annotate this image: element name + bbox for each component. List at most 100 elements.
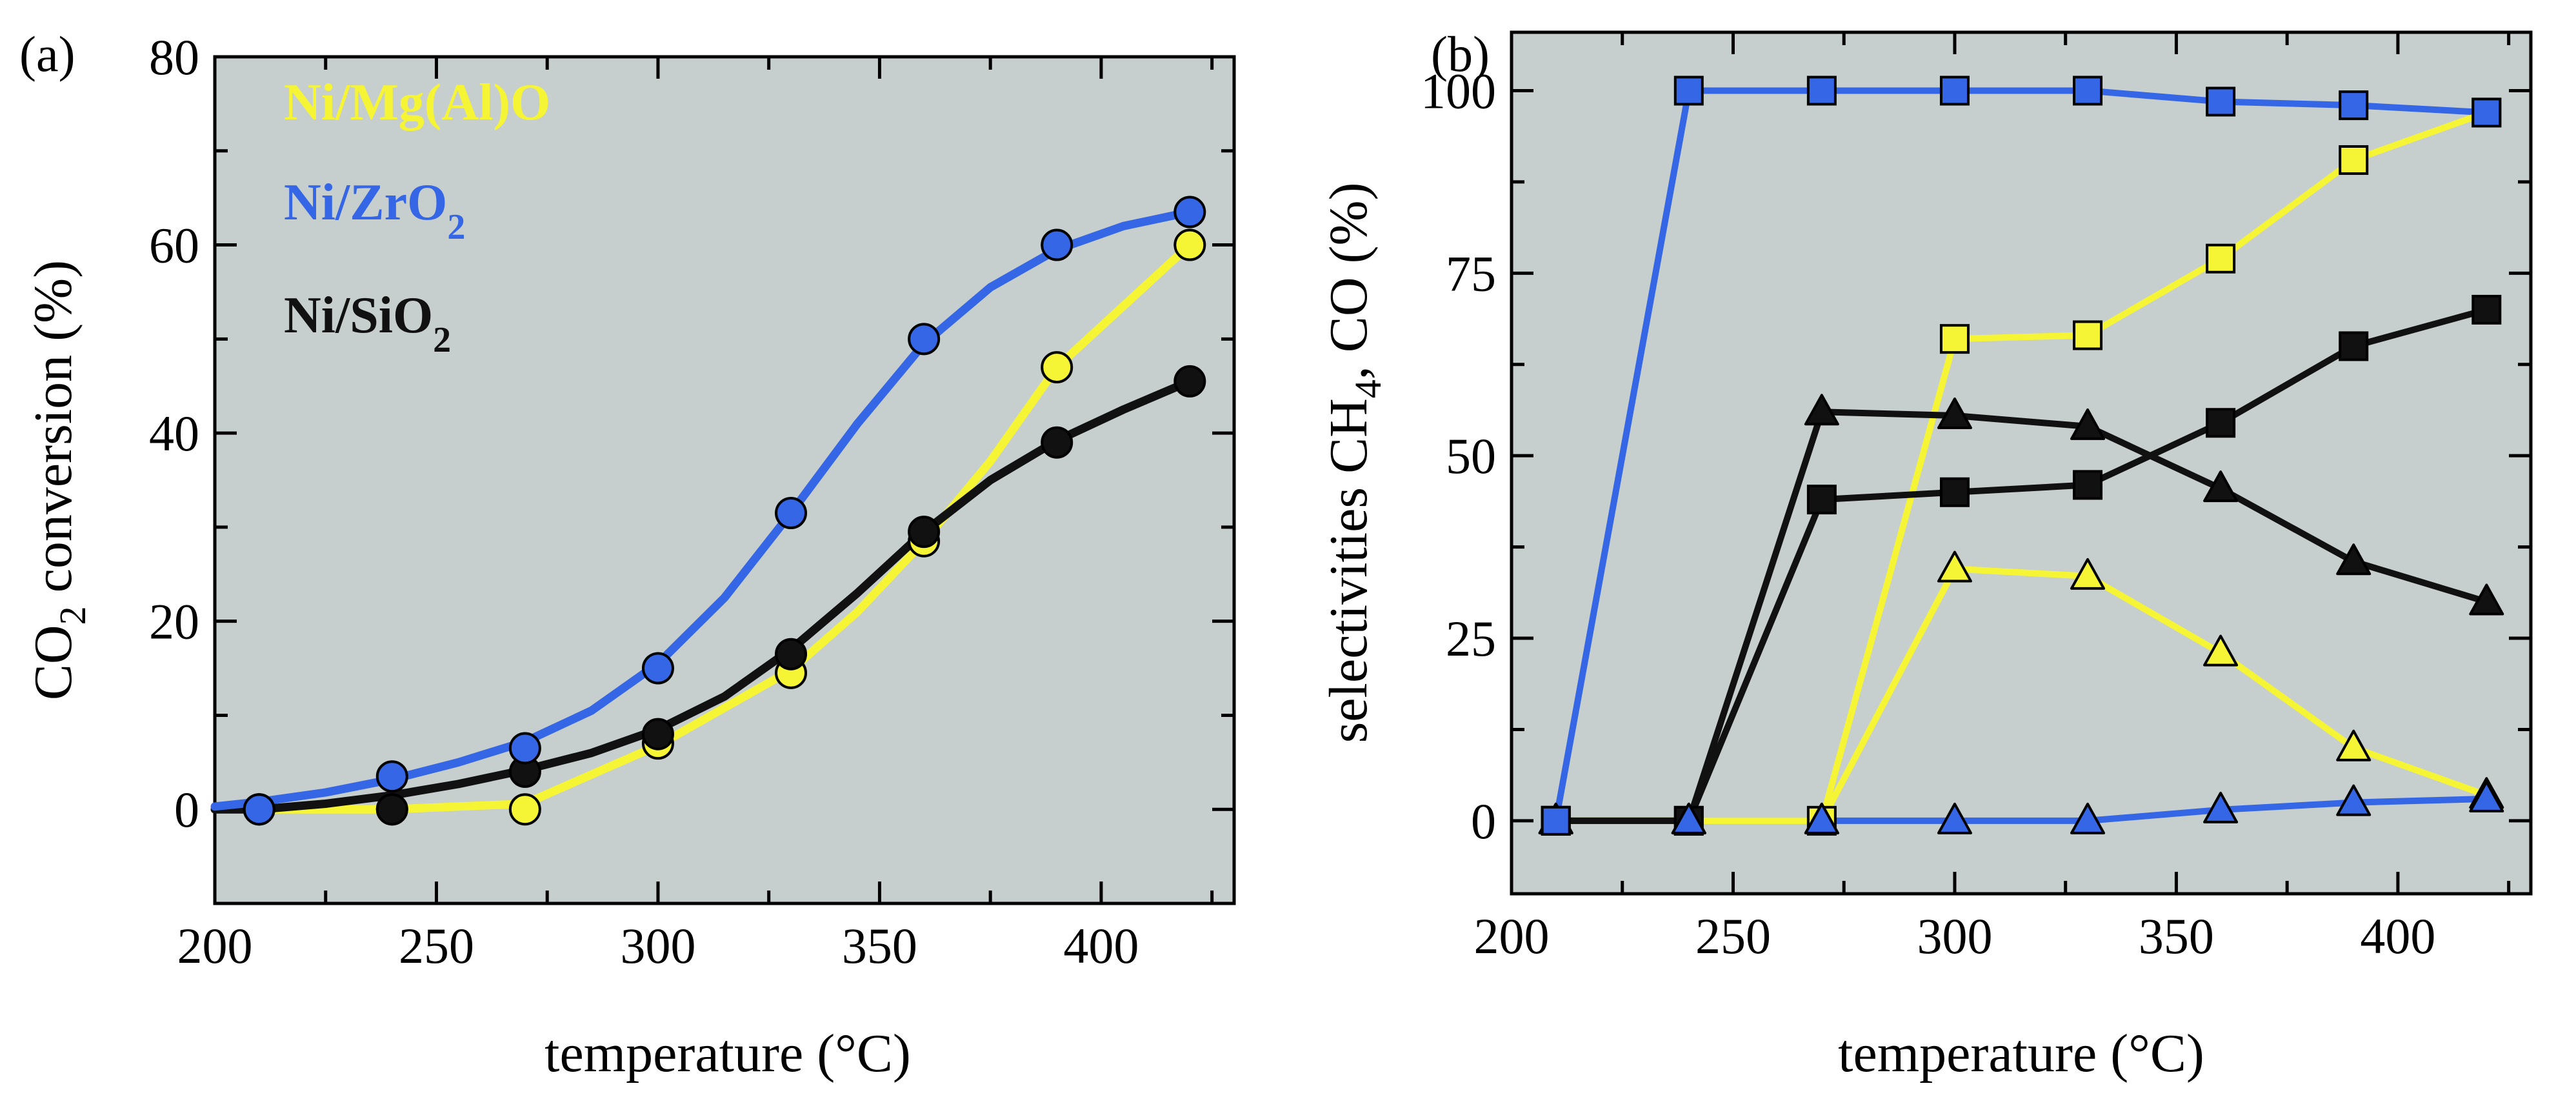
y-tick-label-b: 100 [1421,63,1496,119]
line-b-Ni/SiO2 CO [1555,408,2488,824]
marker-a-Ni/SiO2 [908,516,941,549]
marker-b-Ni/Mg(Al)O CH4 [1939,324,1970,354]
curve-a-Ni/ZrO2 [210,208,1194,811]
legend-entry-sio2: Ni/SiO2 [284,287,451,360]
legend-entry-zro2-subscript: 2 [447,207,465,247]
y-tick-label-a: 60 [149,217,199,274]
marker-b-Ni/ZrO2 CH4 [1939,76,1970,106]
marker-a-Ni/SiO2 [1041,426,1073,459]
tick-labels-a: 200 250 300 350 400 0 20 40 60 80 [149,29,1139,974]
line-b-Ni/SiO2 CH4 [1555,307,2488,824]
marker-b-Ni/ZrO2 CH4 [2206,86,2236,117]
marker-b-Ni/Mg(Al)O CH4 [2339,145,2369,175]
panel-label-b: (b) [1431,26,1490,82]
marker-a-Ni/SiO2 [1173,365,1206,398]
marker-a-Ni/Mg(Al)O [1041,351,1073,384]
panel-label-a: (a) [19,26,75,82]
marker-b-Ni/ZrO2 CO [1804,802,1839,834]
legend-entry-sio2-text: Ni/SiO [284,287,433,344]
y-tick-label-a: 20 [149,594,199,650]
marker-b-Ni/SiO2 CH4 [2206,408,2236,438]
x-tick-label-a: 400 [1063,918,1139,974]
marker-a-Ni/ZrO2 [375,760,408,793]
marker-b-Ni/ZrO2 CO [1937,802,1972,834]
marker-a-Ni/ZrO2 [641,652,674,685]
legend-entry-zro2-text: Ni/ZrO [284,174,447,231]
x-tick-label-a: 250 [399,918,474,974]
series-markers-a [243,196,1206,826]
marker-b-Ni/SiO2 CO [2070,408,2106,440]
marker-b-Ni/SiO2 CO [1804,394,1839,426]
series-markers-b [1538,76,2504,836]
y-axis-title-a-rest: conversion (%) [23,260,83,606]
marker-b-Ni/SiO2 CO [1937,397,1972,429]
series-curves-a [210,208,1194,814]
marker-b-Ni/ZrO2 CO [2469,780,2504,812]
marker-a-Ni/ZrO2 [508,732,541,765]
y-tick-label-b: 50 [1446,428,1496,484]
marker-b-Ni/ZrO2 CH4 [1806,76,1837,106]
legend-a: Ni/Mg(Al)O Ni/ZrO2 Ni/SiO2 [284,74,550,360]
panel-b: 200 250 300 350 400 0 25 50 75 100 (b) temperatur… [1319,26,2533,1083]
marker-b-Ni/SiO2 CH4 [2339,331,2369,361]
marker-a-Ni/ZrO2 [908,323,941,356]
marker-a-Ni/ZrO2 [243,793,275,826]
marker-b-Ni/SiO2 CO [2203,470,2239,503]
y-tick-label-b: 75 [1446,245,1496,301]
y-axis-title-b-subscript: 4 [1347,379,1389,398]
marker-a-Ni/SiO2 [775,638,808,670]
marker-b-Ni/ZrO2 CO [2203,791,2239,823]
marker-b-Ni/SiO2 CH4 [2471,294,2502,325]
plot-area-b [1510,30,2533,896]
legend-entry-sio2-subscript: 2 [433,320,451,360]
marker-b-Ni/Mg(Al)O CO [2203,634,2239,667]
marker-b-Ni/ZrO2 CH4 [1673,76,1704,106]
marker-b-Ni/SiO2 CO [2336,543,2371,576]
x-tick-label-b: 300 [1917,908,1992,964]
x-tick-label-b: 350 [2139,908,2214,964]
x-tick-label-a: 300 [620,918,695,974]
marker-b-Ni/ZrO2 CH4 [2073,76,2103,106]
marker-b-Ni/ZrO2 CO [1671,802,1706,834]
axis-ticks-a [213,55,1234,905]
marker-b-Ni/SiO2 CH4 [2073,470,2103,500]
line-b-Ni/ZrO2 CH4 [1552,87,2487,821]
y-tick-label-b: 25 [1446,610,1496,667]
y-axis-title-a-subscript: 2 [52,606,94,625]
line-b-Ni/Mg(Al)O CO [1555,565,2488,824]
marker-a-Ni/Mg(Al)O [1173,228,1206,261]
marker-b-Ni/ZrO2 CO [2336,784,2371,816]
marker-b-Ni/SiO2 CH4 [1806,485,1837,515]
x-tick-label-b: 250 [1695,908,1771,964]
marker-b-Ni/Mg(Al)O CO [2070,558,2106,590]
tick-labels-b: 200 250 300 350 400 0 25 50 75 100 [1421,63,2435,964]
curve-a-Ni/SiO2 [210,377,1194,814]
marker-a-Ni/ZrO2 [1041,228,1073,261]
marker-b-Ni/ZrO2 CH4 [2339,90,2369,121]
legend-entry-mgalo: Ni/Mg(Al)O [284,74,550,131]
marker-a-Ni/SiO2 [641,718,674,750]
y-axis-title-b-main: selectivities CH [1319,398,1379,743]
y-axis-title-a-main: CO [23,625,83,700]
x-tick-label-b: 200 [1474,908,1550,964]
marker-b-Ni/Mg(Al)O CO [1937,550,1972,583]
marker-a-Ni/ZrO2 [775,497,808,530]
axis-ticks-b [1510,32,2531,894]
marker-a-Ni/ZrO2 [1173,196,1206,228]
marker-b-Ni/Mg(Al)O CO [2336,729,2371,761]
x-axis-title-b: temperature (°C) [1838,1023,2204,1083]
marker-b-Ni/SiO2 CO [2469,583,2504,616]
y-tick-label-a: 80 [149,29,199,85]
marker-b-Ni/SiO2 CH4 [1939,477,1970,507]
y-axis-title-b: selectivities CH4, CO (%) [1319,183,1389,743]
x-axis-title-a: temperature (°C) [544,1023,911,1083]
x-tick-label-b: 400 [2360,908,2435,964]
marker-b-Ni/Mg(Al)O CH4 [2073,320,2103,350]
marker-a-Ni/Mg(Al)O [508,793,541,826]
series-lines-b [1552,87,2488,824]
panel-a: 200 250 300 350 400 0 20 40 60 80 (a) temperature… [19,26,1236,1083]
x-tick-label-a: 350 [842,918,917,974]
y-tick-label-a: 40 [149,405,199,461]
x-tick-label-a: 200 [177,918,253,974]
